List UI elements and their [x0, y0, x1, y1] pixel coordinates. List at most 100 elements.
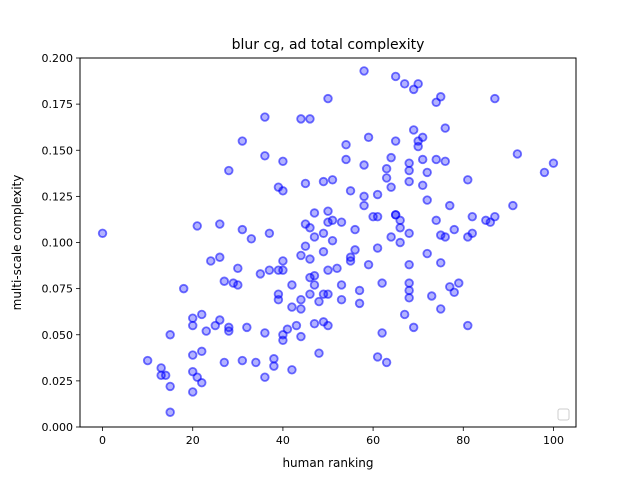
data-point — [188, 387, 198, 397]
legend-box — [557, 408, 570, 421]
data-point — [215, 315, 225, 325]
data-point — [417, 154, 428, 165]
data-point — [197, 346, 207, 357]
data-point — [287, 280, 297, 290]
data-point — [417, 132, 428, 143]
data-point — [278, 186, 288, 196]
data-point — [323, 320, 333, 331]
x-axis-ticks: 0 20 40 60 80 100 — [99, 427, 564, 447]
data-point — [309, 271, 320, 281]
data-point — [179, 283, 189, 294]
data-point — [201, 326, 211, 336]
data-point — [242, 322, 252, 333]
data-point — [372, 211, 383, 222]
data-point — [296, 114, 306, 124]
data-point — [233, 280, 243, 290]
data-point — [300, 241, 311, 251]
data-point — [548, 158, 559, 168]
data-point — [395, 223, 405, 233]
data-point — [395, 215, 405, 226]
data-point — [345, 186, 356, 196]
data-point — [431, 215, 441, 226]
data-point — [436, 92, 446, 102]
data-point — [454, 278, 464, 288]
data-point — [296, 304, 306, 314]
data-point — [215, 219, 225, 229]
data-point — [332, 263, 342, 274]
data-point — [215, 252, 225, 262]
data-point — [404, 158, 414, 168]
data-point — [287, 302, 297, 312]
data-point — [449, 287, 459, 298]
data-point — [282, 324, 293, 334]
y-tick-label: 0.150 — [42, 144, 74, 157]
data-point — [404, 228, 414, 238]
data-point — [336, 217, 347, 227]
data-point — [219, 357, 229, 368]
data-point — [296, 294, 306, 305]
data-point — [318, 228, 329, 238]
data-point — [427, 291, 437, 301]
data-point — [490, 211, 500, 222]
data-point — [260, 112, 270, 122]
data-point — [269, 361, 279, 371]
data-point — [305, 114, 315, 124]
data-point — [318, 247, 329, 257]
x-tick-label: 0 — [99, 434, 106, 447]
data-point — [539, 167, 550, 178]
data-point — [386, 232, 396, 242]
data-point — [508, 200, 518, 211]
data-point — [224, 165, 234, 176]
data-point — [264, 228, 275, 238]
data-point — [345, 256, 356, 266]
data-point — [260, 372, 270, 382]
data-point — [327, 215, 338, 226]
data-point — [327, 235, 338, 246]
data-point — [440, 123, 450, 133]
data-point — [305, 223, 315, 233]
data-point — [359, 66, 369, 76]
data-point — [359, 200, 369, 211]
data-point — [237, 136, 248, 146]
data-point — [188, 320, 198, 331]
data-point — [350, 224, 360, 235]
x-tick-label: 80 — [456, 434, 470, 447]
data-point — [309, 280, 320, 290]
data-point — [399, 79, 410, 89]
data-point — [363, 132, 374, 143]
data-point — [354, 285, 365, 296]
data-point — [260, 328, 270, 338]
data-point — [431, 154, 441, 165]
data-point — [381, 163, 392, 174]
data-point — [408, 322, 419, 333]
data-point — [404, 285, 414, 296]
data-point — [341, 154, 351, 165]
data-point — [381, 357, 392, 368]
data-point — [287, 365, 297, 375]
data-point — [160, 370, 171, 381]
data-point — [390, 71, 401, 82]
data-point — [467, 211, 477, 222]
data-point — [436, 258, 446, 268]
data-point — [413, 141, 423, 152]
data-point — [142, 355, 153, 366]
data-point — [377, 328, 387, 338]
data-point — [323, 93, 333, 104]
y-axis-ticks: 0.000 0.025 0.050 0.075 0.100 0.125 0.150 0.175… — [42, 52, 80, 434]
data-point — [165, 381, 175, 392]
data-point — [309, 232, 320, 242]
data-point — [336, 280, 347, 290]
data-point — [97, 228, 108, 238]
data-point — [206, 256, 216, 266]
y-tick-label: 0.050 — [42, 329, 74, 342]
data-point — [404, 259, 414, 270]
data-point — [188, 313, 198, 323]
data-point — [278, 335, 288, 345]
y-tick-label: 0.025 — [42, 375, 74, 388]
data-point — [467, 228, 477, 238]
data-point — [296, 250, 306, 261]
data-point — [296, 331, 306, 342]
data-point — [490, 93, 500, 104]
